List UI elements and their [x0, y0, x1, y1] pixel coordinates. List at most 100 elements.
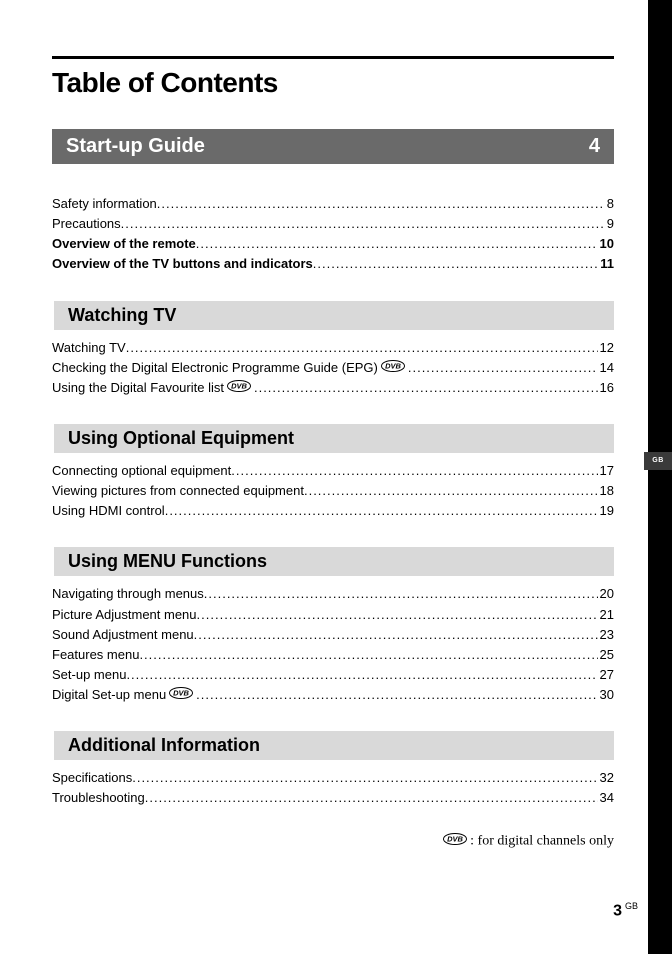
toc-label: Specifications — [52, 768, 132, 788]
toc-leader-dots — [139, 645, 597, 665]
toc-leader-dots — [313, 254, 598, 274]
toc-leader-dots — [126, 665, 597, 685]
toc-line: Specifications 32 — [52, 768, 614, 788]
toc-leader-dots — [157, 194, 605, 214]
toc-leader-dots — [408, 358, 598, 378]
dvb-icon: DVB — [381, 358, 405, 378]
toc-leader-dots — [304, 481, 598, 501]
toc-page-number: 20 — [598, 584, 614, 604]
toc-line: Precautions 9 — [52, 214, 614, 234]
toc-line: Using the Digital Favourite list DVB 16 — [52, 378, 614, 398]
toc-line: Features menu 25 — [52, 645, 614, 665]
toc-line: Overview of the remote 10 — [52, 234, 614, 254]
main-band-label: Start-up Guide — [66, 135, 205, 158]
toc-page-number: 25 — [598, 645, 614, 665]
toc-page-number: 21 — [598, 605, 614, 625]
toc-page-number: 16 — [598, 378, 614, 398]
toc-page-number: 9 — [605, 214, 614, 234]
toc-label: Using the Digital Favourite list — [52, 378, 224, 398]
toc-leader-dots — [196, 685, 597, 705]
toc-label: Picture Adjustment menu — [52, 605, 197, 625]
toc-label: Watching TV — [52, 338, 126, 358]
toc-leader-dots — [204, 584, 598, 604]
toc-page-number: 30 — [598, 685, 614, 705]
toc-line: Overview of the TV buttons and indicator… — [52, 254, 614, 274]
toc-block: Navigating through menus 20Picture Adjus… — [52, 584, 614, 705]
toc-leader-dots — [132, 768, 597, 788]
toc-leader-dots — [145, 788, 598, 808]
legend-text: : for digital channels only — [470, 833, 614, 848]
toc-line: Checking the Digital Electronic Programm… — [52, 358, 614, 378]
toc-line: Set-up menu 27 — [52, 665, 614, 685]
content-area: Table of Contents Start-up Guide 4 Safet… — [52, 56, 614, 850]
toc-leader-dots — [194, 625, 598, 645]
toc-label: Sound Adjustment menu — [52, 625, 194, 645]
dvb-icon: DVB — [169, 685, 193, 705]
toc-leader-dots — [165, 501, 598, 521]
intro-toc-block: Safety information 8Precautions 9Overvie… — [52, 194, 614, 275]
toc-label: Set-up menu — [52, 665, 126, 685]
toc-line: Troubleshooting 34 — [52, 788, 614, 808]
toc-leader-dots — [196, 234, 598, 254]
toc-leader-dots — [126, 338, 598, 358]
toc-line: Using HDMI control 19 — [52, 501, 614, 521]
sub-section-band: Additional Information — [52, 731, 614, 760]
svg-text:DVB: DVB — [231, 381, 247, 390]
svg-text:DVB: DVB — [385, 361, 401, 370]
toc-sections: Watching TVWatching TV 12Checking the Di… — [52, 301, 614, 809]
toc-line: Digital Set-up menu DVB 30 — [52, 685, 614, 705]
dvb-icon: DVB — [443, 833, 467, 850]
toc-leader-dots — [254, 378, 598, 398]
toc-block: Watching TV 12Checking the Digital Elect… — [52, 338, 614, 398]
toc-leader-dots — [231, 461, 597, 481]
toc-leader-dots — [121, 214, 605, 234]
title-rule — [52, 56, 614, 59]
toc-page-number: 12 — [598, 338, 614, 358]
dvb-icon: DVB — [227, 378, 251, 398]
toc-line: Safety information 8 — [52, 194, 614, 214]
toc-label: Digital Set-up menu — [52, 685, 166, 705]
toc-label: Precautions — [52, 214, 121, 234]
toc-label: Connecting optional equipment — [52, 461, 231, 481]
page-footer: 3GB — [613, 901, 638, 920]
main-section-band: Start-up Guide 4 — [52, 129, 614, 164]
language-tab: GB — [644, 452, 672, 470]
toc-page-number: 10 — [598, 234, 614, 254]
toc-page-number: 8 — [605, 194, 614, 214]
toc-leader-dots — [197, 605, 598, 625]
toc-page-number: 11 — [598, 254, 614, 274]
toc-label: Using HDMI control — [52, 501, 165, 521]
footer-lang: GB — [625, 901, 638, 911]
svg-text:DVB: DVB — [447, 834, 463, 843]
svg-text:DVB: DVB — [173, 689, 189, 698]
toc-page-number: 23 — [598, 625, 614, 645]
toc-line: Picture Adjustment menu 21 — [52, 605, 614, 625]
toc-line: Connecting optional equipment 17 — [52, 461, 614, 481]
toc-line: Watching TV 12 — [52, 338, 614, 358]
toc-label: Overview of the TV buttons and indicator… — [52, 254, 313, 274]
page: GB Table of Contents Start-up Guide 4 Sa… — [0, 0, 672, 954]
black-sidebar — [648, 0, 672, 954]
dvb-legend: DVB : for digital channels only — [52, 833, 614, 850]
toc-line: Sound Adjustment menu 23 — [52, 625, 614, 645]
toc-block: Connecting optional equipment 17Viewing … — [52, 461, 614, 521]
toc-page-number: 27 — [598, 665, 614, 685]
toc-line: Viewing pictures from connected equipmen… — [52, 481, 614, 501]
toc-label: Overview of the remote — [52, 234, 196, 254]
toc-page-number: 14 — [598, 358, 614, 378]
toc-label: Troubleshooting — [52, 788, 145, 808]
footer-page-number: 3 — [613, 902, 622, 919]
sub-section-band: Watching TV — [52, 301, 614, 330]
main-band-page: 4 — [589, 135, 600, 158]
toc-label: Safety information — [52, 194, 157, 214]
toc-label: Viewing pictures from connected equipmen… — [52, 481, 304, 501]
toc-page-number: 18 — [598, 481, 614, 501]
toc-label: Checking the Digital Electronic Programm… — [52, 358, 378, 378]
toc-block: Specifications 32Troubleshooting 34 — [52, 768, 614, 808]
toc-page-number: 34 — [598, 788, 614, 808]
toc-label: Navigating through menus — [52, 584, 204, 604]
toc-label: Features menu — [52, 645, 139, 665]
toc-page-number: 17 — [598, 461, 614, 481]
toc-line: Navigating through menus 20 — [52, 584, 614, 604]
sub-section-band: Using MENU Functions — [52, 547, 614, 576]
